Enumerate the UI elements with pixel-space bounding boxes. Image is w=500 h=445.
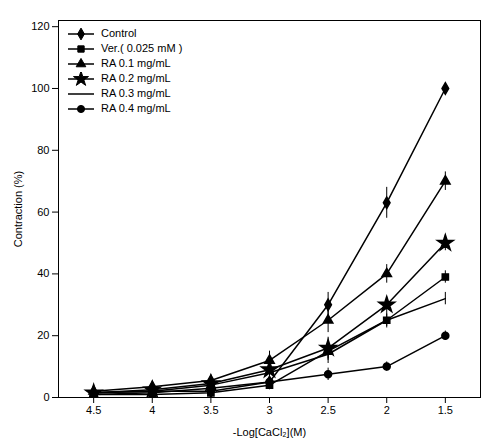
html-text:Control: Control xyxy=(101,27,137,39)
svg-text:4.5: 4.5 xyxy=(86,404,101,416)
svg-text:4: 4 xyxy=(149,404,155,416)
svg-text:2: 2 xyxy=(384,404,390,416)
svg-text:120: 120 xyxy=(31,20,49,32)
svg-text:-Log[CaCl₂](M): -Log[CaCl₂](M) xyxy=(233,426,306,438)
svg-text:2.5: 2.5 xyxy=(320,404,335,416)
html-text:RA 0.4 mg/mL: RA 0.4 mg/mL xyxy=(101,102,171,114)
html-text:Ver.( 0.025 mM ): Ver.( 0.025 mM ) xyxy=(101,42,183,54)
svg-text:3.5: 3.5 xyxy=(203,404,218,416)
html-text:RA 0.2 mg/mL: RA 0.2 mg/mL xyxy=(101,72,171,84)
svg-text:0: 0 xyxy=(43,391,49,403)
svg-text:20: 20 xyxy=(37,329,49,341)
svg-text:Contraction (%): Contraction (%) xyxy=(12,171,24,247)
svg-text:60: 60 xyxy=(37,206,49,218)
html-text:RA 0.3 mg/mL: RA 0.3 mg/mL xyxy=(101,87,171,99)
svg-text:80: 80 xyxy=(37,144,49,156)
svg-text:100: 100 xyxy=(31,82,49,94)
svg-text:1.5: 1.5 xyxy=(438,404,453,416)
svg-text:40: 40 xyxy=(37,267,49,279)
svg-text:3: 3 xyxy=(266,404,272,416)
html-text:RA 0.1 mg/mL: RA 0.1 mg/mL xyxy=(101,57,171,69)
